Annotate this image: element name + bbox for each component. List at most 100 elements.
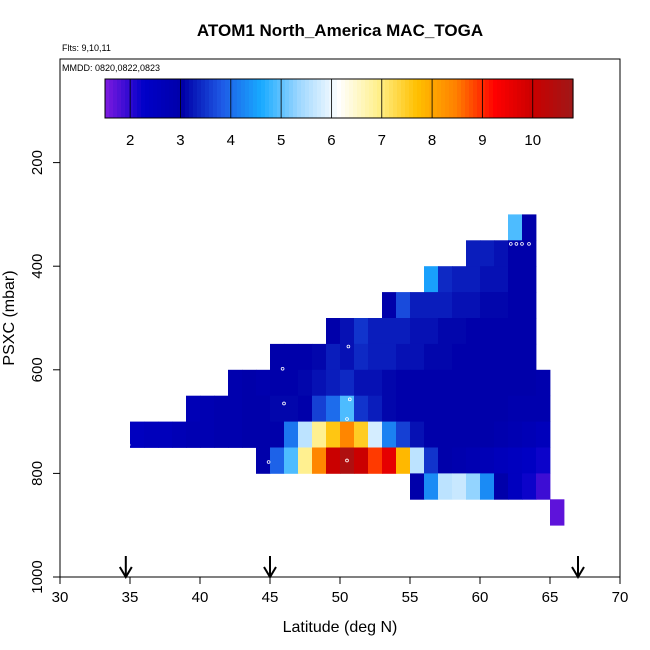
colorbar-segment: [201, 79, 206, 118]
colorbar-segment: [509, 79, 514, 118]
colorbar-segment: [445, 79, 450, 118]
colorbar-segment: [297, 79, 302, 118]
heatmap-cell: [326, 369, 341, 397]
colorbar-segment: [137, 79, 142, 118]
colorbar-segment: [433, 79, 438, 118]
colorbar-segment: [353, 79, 358, 118]
heatmap-cell: [242, 369, 257, 397]
y-axis: 200 400 600 800 1000: [29, 150, 60, 594]
heatmap-cell: [466, 421, 481, 448]
heatmap-cell: [284, 369, 299, 397]
x-tick-label: 30: [52, 589, 69, 606]
colorbar-segment: [261, 79, 266, 118]
heatmap-cell: [452, 395, 467, 422]
x-axis-label: Latitude (deg N): [283, 619, 398, 636]
dates-label: MMDD: 0820,0822,0823: [62, 63, 160, 73]
heatmap-cell: [466, 318, 481, 345]
heatmap-cell: [438, 343, 453, 371]
heatmap-cell: [480, 240, 495, 267]
heatmap-cell: [354, 369, 369, 397]
colorbar-segment: [421, 79, 426, 118]
colorbar-segment: [373, 79, 378, 118]
colorbar-tick-label: 4: [227, 132, 235, 149]
heatmap-cell: [424, 369, 439, 397]
heatmap-cell: [522, 240, 537, 267]
colorbar-segment: [273, 79, 278, 118]
heatmap-cell: [424, 421, 439, 448]
heatmap-cell: [382, 318, 397, 345]
heatmap-cell: [508, 421, 523, 448]
heatmap-cell: [550, 499, 565, 526]
heatmap-cell: [284, 447, 299, 474]
colorbar-segment: [233, 79, 238, 118]
colorbar-segment: [357, 79, 362, 118]
heatmap-cell: [480, 292, 495, 319]
heatmap-cell: [256, 395, 271, 422]
sample-marker: [508, 242, 513, 246]
heatmap-cell: [340, 343, 355, 371]
flights-label: Flts: 9,10,11: [62, 43, 111, 53]
heatmap-cell: [494, 240, 509, 267]
colorbar-segment: [505, 79, 510, 118]
heatmap-cell: [410, 421, 425, 448]
sample-marker: [346, 344, 351, 349]
colorbar-segment: [453, 79, 458, 118]
heatmap-cell: [396, 318, 411, 345]
heatmap-cell: [354, 447, 369, 474]
heatmap-cell: [508, 318, 523, 345]
colorbar-segment: [241, 79, 246, 118]
heatmap-cell: [452, 421, 467, 448]
colorbar-segment: [197, 79, 202, 118]
heatmap-cell: [270, 421, 285, 448]
heatmap-cell: [522, 447, 537, 474]
heatmap-cell: [284, 395, 299, 422]
colorbar-segment: [377, 79, 382, 118]
colorbar-segment: [549, 79, 554, 118]
heatmap-cell: [256, 421, 271, 448]
sample-marker: [549, 528, 554, 533]
colorbar-segment: [521, 79, 526, 118]
colorbar-segment: [525, 79, 530, 118]
heatmap-cell: [368, 318, 383, 345]
heatmap-cell: [508, 292, 523, 319]
colorbar-segment: [413, 79, 418, 118]
colorbar-segment: [469, 79, 474, 118]
colorbar-segment: [121, 79, 126, 118]
colorbar-segment: [489, 79, 494, 118]
colorbar-segment: [437, 79, 442, 118]
heatmap-cell: [368, 447, 383, 474]
colorbar-segment: [169, 79, 174, 118]
heatmap-cell: [452, 369, 467, 397]
colorbar-segment: [405, 79, 410, 118]
heatmap-cell: [466, 292, 481, 319]
heatmap-cell: [466, 266, 481, 293]
heatmap-cell: [494, 395, 509, 422]
heatmap-cell: [522, 369, 537, 397]
heatmap-cell: [508, 395, 523, 422]
colorbar-segment: [481, 79, 486, 118]
arrow-down-icon: [118, 566, 133, 579]
colorbar-segment: [457, 79, 462, 118]
heatmap-cell: [522, 395, 537, 422]
y-axis-label: PSXC (mbar): [1, 270, 18, 365]
heatmap-cell: [256, 369, 271, 397]
colorbar-segment: [193, 79, 198, 118]
x-tick-label: 60: [472, 589, 489, 606]
sample-marker: [345, 458, 349, 463]
colorbar-segment: [381, 79, 386, 118]
colorbar-segment: [205, 79, 210, 118]
colorbar-segment: [289, 79, 294, 118]
colorbar-segment: [325, 79, 330, 118]
heatmap-cell: [452, 343, 467, 371]
colorbar-segment: [417, 79, 422, 118]
heatmap-cell: [242, 395, 257, 422]
colorbar-segment: [393, 79, 398, 118]
colorbar-segment: [149, 79, 154, 118]
colorbar-segment: [553, 79, 558, 118]
heatmap-cell: [214, 395, 229, 422]
arrow-down-icon: [571, 566, 585, 579]
x-tick-label: 45: [262, 589, 279, 606]
heatmap-cell: [424, 292, 439, 319]
colorbar-segment: [157, 79, 162, 118]
